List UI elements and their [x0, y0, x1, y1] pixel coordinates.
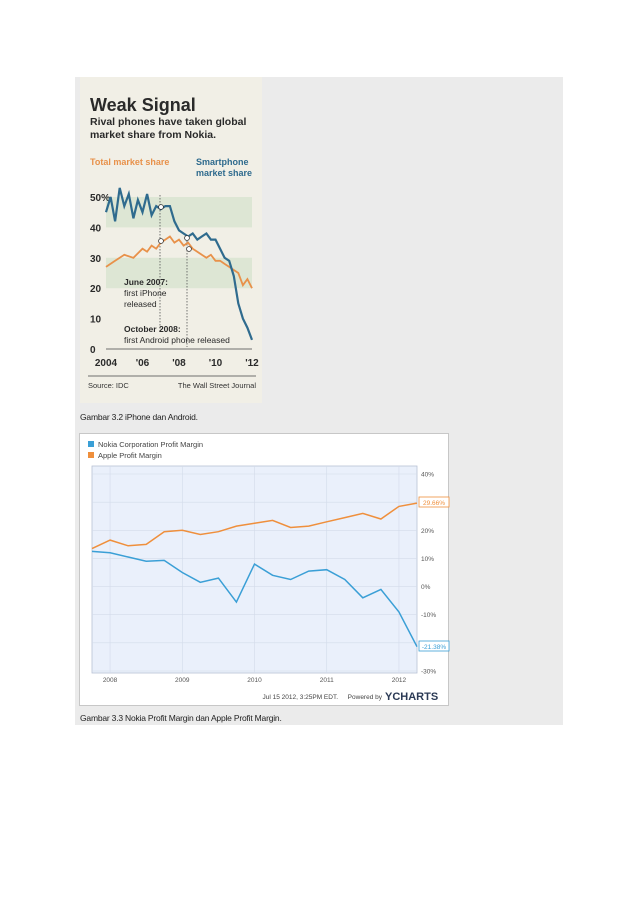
legend-apple-swatch: [88, 452, 94, 458]
chart-footer-date: Jul 15 2012, 3:25PM EDT.: [262, 694, 338, 701]
weak-signal-figure: Weak Signal Rival phones have taken glob…: [80, 77, 262, 403]
figure1-y-tick-label: 40: [90, 223, 102, 234]
weak-signal-chart: Weak Signal Rival phones have taken glob…: [88, 95, 259, 390]
caption-figure-3-3: Gambar 3.3 Nokia Profit Margin dan Apple…: [80, 713, 282, 723]
iphone-marker-smartphone: [158, 204, 164, 210]
profit-margin-figure: Nokia Corporation Profit Margin Apple Pr…: [79, 433, 450, 706]
figure1-subtitle-line-2: market share from Nokia.: [90, 129, 216, 141]
figure2-x-tick-label: 2008: [103, 677, 118, 684]
legend-nokia-label: Nokia Corporation Profit Margin: [98, 440, 203, 449]
android-marker-smartphone: [184, 235, 190, 241]
figure2-x-tick-label: 2009: [175, 677, 190, 684]
apple-profit-line: [91, 502, 418, 550]
android-marker-total: [186, 246, 192, 252]
figure2-x-tick-label: 2011: [320, 677, 334, 684]
figure1-y-tick-label: 20: [90, 284, 102, 295]
iphone-annotation-line-3: released: [124, 299, 157, 309]
apple-last-value-label: 29.66%: [423, 500, 445, 507]
legend-smartphone-line-1: Smartphone: [196, 157, 249, 167]
profit-margin-chart: Nokia Corporation Profit Margin Apple Pr…: [88, 440, 450, 703]
nokia-last-value-box: [418, 640, 450, 652]
nokia-profit-line: [91, 550, 418, 648]
legend-total-market-share: Total market share: [90, 157, 169, 167]
figure1-y-tick-label: 10: [90, 315, 102, 326]
figure2-y-tick-label: 0%: [421, 584, 431, 591]
legend-nokia-swatch: [88, 441, 94, 447]
figure1-publisher: The Wall Street Journal: [178, 381, 256, 390]
figure1-y-tick-label: 30: [90, 254, 102, 265]
caption-figure-3-2: Gambar 3.2 iPhone dan Android.: [80, 412, 198, 422]
chart-footer-powered-by: Powered by: [348, 694, 383, 701]
iphone-annotation-line-1: June 2007:: [124, 277, 168, 287]
nokia-last-value-label: -21.38%: [422, 644, 446, 651]
figure1-x-tick-label: '08: [172, 358, 186, 369]
figure2-y-tick-label: 40%: [421, 472, 434, 479]
iphone-annotation-line-2: first iPhone: [124, 288, 167, 298]
figure1-x-tick-label: '12: [245, 358, 259, 369]
figure2-y-tick-label: 20%: [421, 528, 434, 535]
figure1-title: Weak Signal: [90, 95, 196, 115]
figure1-x-tick-label: 2004: [95, 358, 118, 369]
android-annotation-line-2: first Android phone released: [124, 335, 230, 345]
android-annotation-line-1: October 2008:: [124, 324, 181, 334]
figure1-subtitle-line-1: Rival phones have taken global: [90, 116, 246, 128]
figure2-y-tick-label: -30%: [421, 669, 436, 676]
ycharts-logo-text: YCHARTS: [385, 691, 438, 703]
figure1-y-tick-label: 0: [90, 345, 96, 356]
figure2-x-tick-label: 2010: [247, 677, 262, 684]
iphone-marker-total: [158, 238, 164, 244]
apple-last-value-box: [418, 496, 450, 508]
smartphone-market-share-line: [104, 187, 254, 341]
figure1-band-1: [106, 257, 252, 289]
figure1-y-tick-label: 50%: [90, 193, 110, 204]
legend-smartphone-line-2: market share: [196, 168, 252, 178]
legend-apple-label: Apple Profit Margin: [98, 451, 162, 460]
figure1-x-tick-label: '10: [209, 358, 223, 369]
figure2-y-tick-label: 10%: [421, 556, 434, 563]
figure1-source: Source: IDC: [88, 381, 129, 390]
figure2-x-tick-label: 2012: [392, 677, 407, 684]
figure1-band-0: [106, 197, 252, 228]
figure1-x-tick-label: '06: [136, 358, 150, 369]
figure2-y-tick-label: -10%: [421, 612, 436, 619]
